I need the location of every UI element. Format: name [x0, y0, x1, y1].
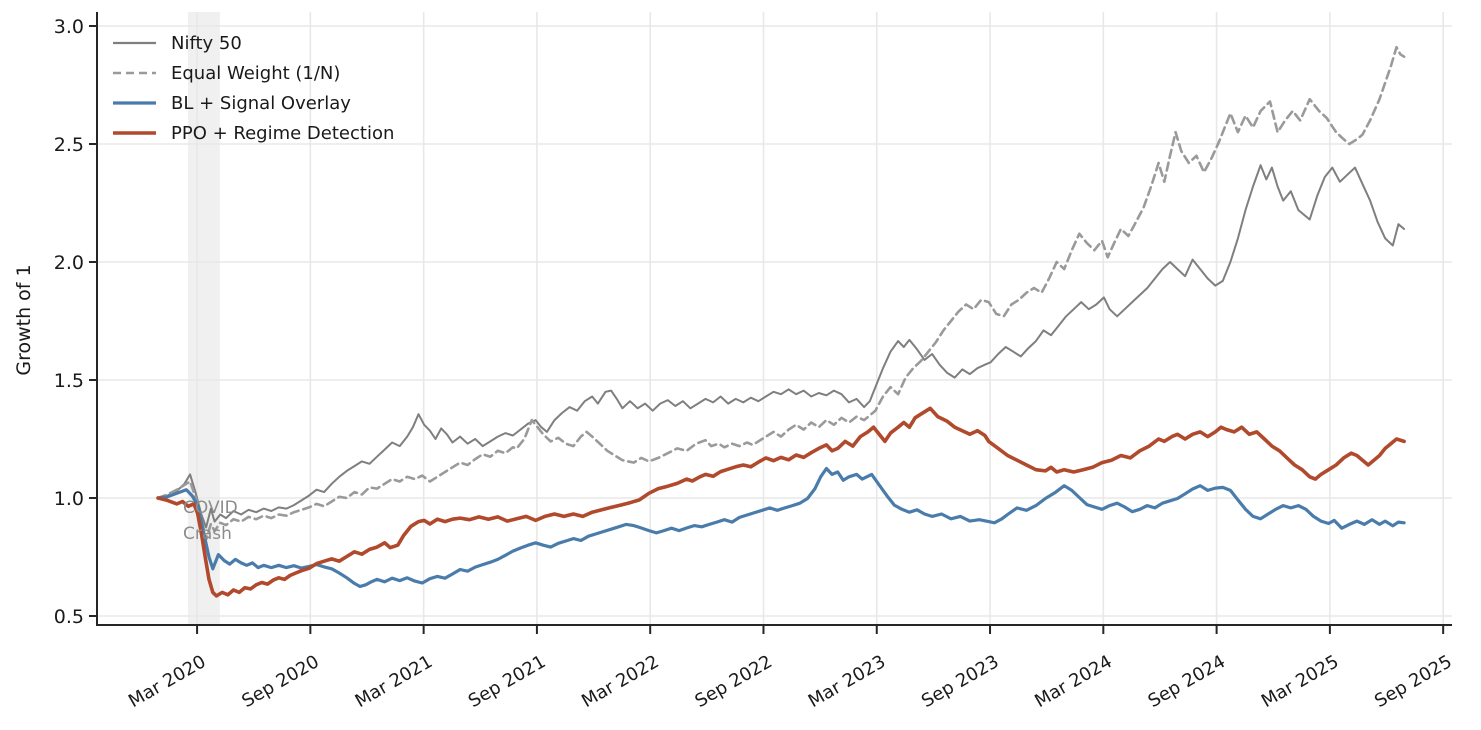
legend-label: Nifty 50 [171, 33, 242, 54]
x-tick-label: Mar 2024 [1031, 651, 1116, 712]
y-tick-label: 0.5 [54, 606, 84, 628]
series-line-ppo-regime-detection [156, 406, 1406, 598]
covid-crash-annotation-line: COVID [183, 498, 238, 518]
y-tick-label: 2.5 [54, 134, 84, 156]
y-axis-title: Growth of 1 [13, 264, 35, 375]
legend-label: Equal Weight (1/N) [171, 63, 340, 84]
x-tick-label: Mar 2025 [1258, 651, 1343, 712]
x-tick-label: Sep 2024 [1145, 651, 1230, 712]
legend-item-bl-signal-overlay: BL + Signal Overlay [113, 93, 351, 114]
x-tick-label: Sep 2023 [918, 651, 1003, 712]
axes-spines [96, 12, 1452, 626]
axis-ticks-and-labels: 0.5 1.0 1.5 2.0 2.5 3.0 Mar 2020 Sep 2020 Mar 20… [54, 16, 1456, 712]
legend-item-nifty-50: Nifty 50 [113, 33, 242, 54]
x-tick-label: Mar 2023 [805, 651, 890, 712]
x-tick-label: Sep 2020 [238, 651, 323, 712]
x-tick-label: Sep 2021 [465, 651, 550, 712]
x-tick-label: Sep 2025 [1371, 651, 1456, 712]
y-tick-label: 1.5 [54, 370, 84, 392]
covid-crash-annotation: COVID Crash [183, 498, 238, 544]
legend-item-ppo-regime-detection: PPO + Regime Detection [113, 123, 394, 144]
x-tick-label: Mar 2022 [578, 651, 663, 712]
legend: Nifty 50 Equal Weight (1/N) BL + Signal Ov… [113, 33, 394, 144]
x-tick-label: Mar 2020 [125, 651, 210, 712]
legend-item-equal-weight-1-n: Equal Weight (1/N) [113, 63, 340, 84]
series-lines [156, 45, 1406, 598]
y-tick-label: 2.0 [54, 252, 84, 274]
gridlines [97, 12, 1452, 625]
series-line-bl-signal-overlay [156, 466, 1406, 589]
legend-label: PPO + Regime Detection [171, 123, 394, 144]
x-tick-label: Sep 2022 [691, 651, 776, 712]
y-tick-label: 1.0 [54, 488, 84, 510]
y-tick-label: 3.0 [54, 16, 84, 38]
x-tick-label: Mar 2021 [352, 651, 437, 712]
legend-label: BL + Signal Overlay [171, 93, 351, 114]
series-line-nifty-50 [157, 164, 1406, 529]
covid-crash-annotation-line: Crash [183, 524, 232, 544]
series-line-equal-weight-1-n [156, 45, 1406, 541]
